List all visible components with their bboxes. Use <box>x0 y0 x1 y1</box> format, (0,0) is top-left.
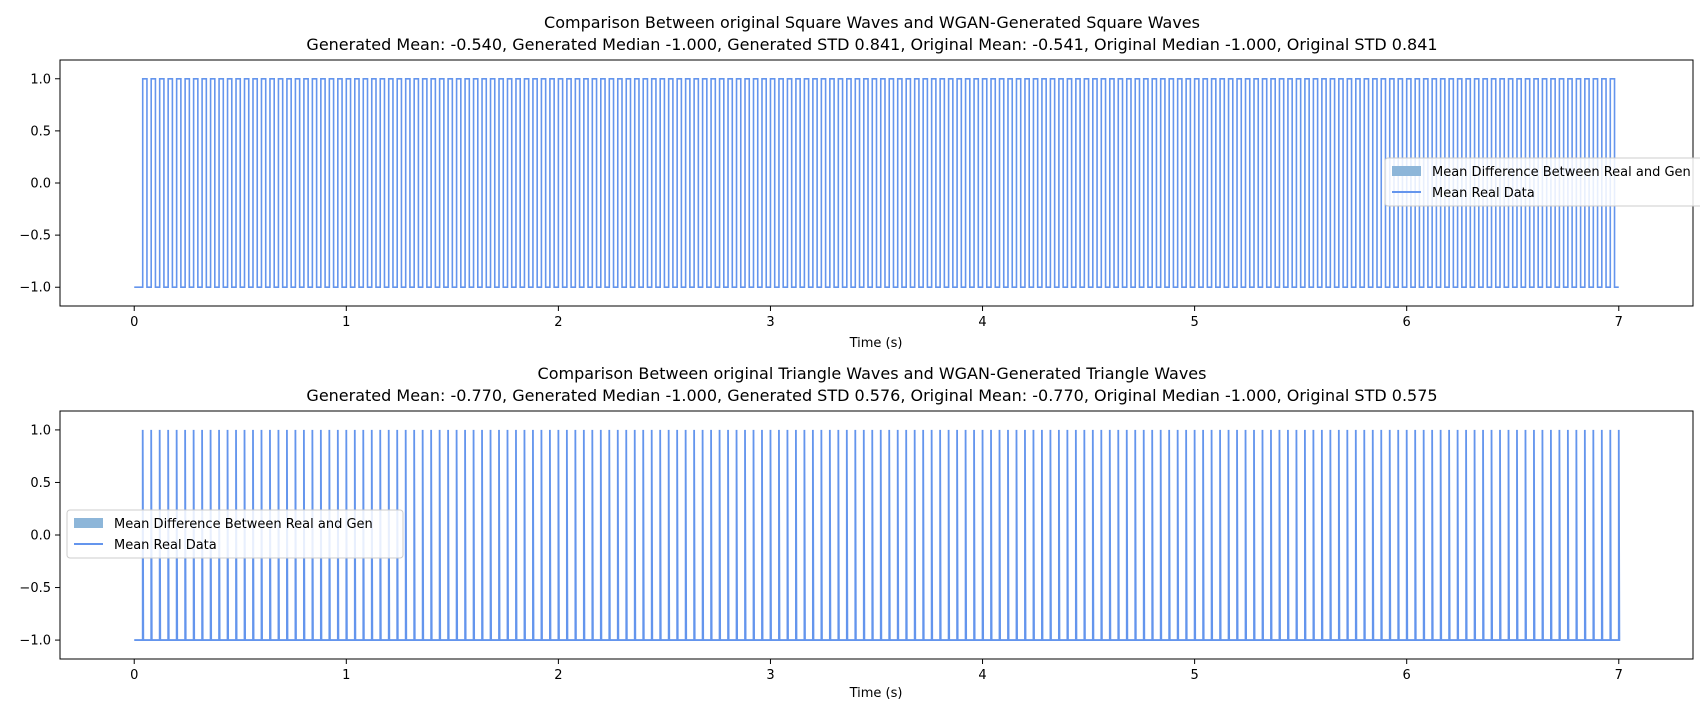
x-tick-label: 0 <box>130 668 138 683</box>
x-tick-label: 3 <box>766 668 774 683</box>
x-tick-label: 2 <box>554 668 562 683</box>
legend-label-mean-real-data: Mean Real Data <box>114 538 217 553</box>
x-tick-label: 7 <box>1615 315 1623 330</box>
y-tick-label: 0.0 <box>30 177 51 192</box>
x-tick-label: 5 <box>1190 668 1198 683</box>
square-wave-panel: Comparison Between original Square Waves… <box>19 13 1700 351</box>
panel-title: Comparison Between original Triangle Wav… <box>538 364 1207 383</box>
legend-swatch-fill <box>1392 166 1421 176</box>
panel-subtitle: Generated Mean: -0.770, Generated Median… <box>306 386 1437 405</box>
y-tick-label: −1.0 <box>19 281 51 296</box>
legend-label-mean-real-data: Mean Real Data <box>1432 186 1535 201</box>
legend-frame <box>66 509 404 559</box>
y-tick-label: 0.0 <box>30 529 51 544</box>
y-tick-label: −1.0 <box>19 634 51 649</box>
y-tick-label: 1.0 <box>30 72 51 87</box>
y-tick-label: −0.5 <box>19 229 51 244</box>
series-line-mean-real-data <box>134 77 1619 289</box>
legend: Mean Difference Between Real and Gen Mea… <box>66 509 404 559</box>
x-axis-label: Time (s) <box>849 686 903 700</box>
panel-subtitle: Generated Mean: -0.540, Generated Median… <box>306 35 1437 54</box>
legend-label-mean-difference: Mean Difference Between Real and Gen <box>114 517 373 532</box>
x-tick-label: 6 <box>1403 668 1411 683</box>
y-tick-label: −0.5 <box>19 581 51 596</box>
x-axis-label: Time (s) <box>849 336 903 351</box>
triangle-wave-panel: Comparison Between original Triangle Wav… <box>19 364 1694 701</box>
ticks-layer: 0 1 2 3 4 5 6 7 1.0 0.5 0.0 −0.5 −1.0 <box>19 72 1622 330</box>
legend: Mean Difference Between Real and Gen Mea… <box>1384 157 1700 207</box>
y-tick-label: 0.5 <box>30 476 51 491</box>
series-line-mean-real-data <box>134 429 1621 641</box>
series-layer <box>134 77 1619 289</box>
y-tick-label: 0.5 <box>30 124 51 139</box>
x-tick-label: 3 <box>766 315 774 330</box>
panel-title: Comparison Between original Square Waves… <box>544 13 1200 32</box>
x-tick-label: 5 <box>1190 315 1198 330</box>
y-tick-label: 1.0 <box>30 423 51 438</box>
x-tick-label: 7 <box>1615 668 1623 683</box>
x-tick-label: 2 <box>554 315 562 330</box>
x-tick-label: 1 <box>342 668 350 683</box>
ticks-layer: 0 1 2 3 4 5 6 7 1.0 0.5 0.0 −0.5 −1.0 <box>19 423 1622 683</box>
legend-swatch-fill <box>74 518 103 528</box>
series-layer <box>134 429 1621 641</box>
x-tick-label: 1 <box>342 315 350 330</box>
legend-frame <box>1384 157 1700 207</box>
x-tick-label: 4 <box>978 668 986 683</box>
x-tick-label: 4 <box>978 315 986 330</box>
x-tick-label: 6 <box>1403 315 1411 330</box>
legend-label-mean-difference: Mean Difference Between Real and Gen <box>1432 165 1691 180</box>
x-tick-label: 0 <box>130 315 138 330</box>
